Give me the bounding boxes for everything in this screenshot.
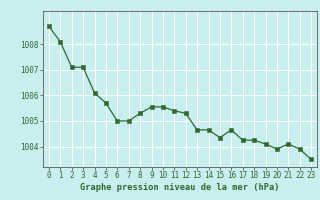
X-axis label: Graphe pression niveau de la mer (hPa): Graphe pression niveau de la mer (hPa) [80,183,280,192]
